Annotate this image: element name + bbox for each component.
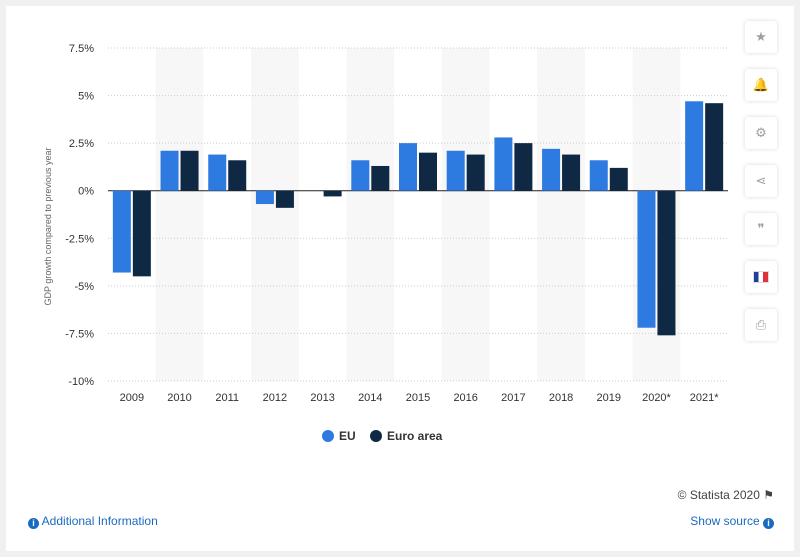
bar-eu[interactable] (112, 190, 131, 273)
category-band (441, 48, 490, 381)
bar-euro-area[interactable] (705, 103, 724, 191)
print-button[interactable]: ⎙ (745, 309, 777, 341)
x-tick-label: 2016 (453, 392, 477, 404)
bell-button[interactable]: 🔔 (745, 69, 777, 101)
share-icon: ⋖ (755, 173, 767, 188)
share-button[interactable]: ⋖ (745, 165, 777, 197)
bar-eu[interactable] (542, 148, 561, 191)
bar-euro-area[interactable] (371, 165, 390, 191)
flag-fr-icon (753, 271, 769, 283)
bar-euro-area[interactable] (466, 154, 485, 191)
x-tick-label: 2011 (215, 392, 239, 404)
legend: EU Euro area (322, 429, 443, 443)
star-icon: ★ (755, 29, 767, 44)
x-tick-label: 2014 (358, 392, 382, 404)
x-tick-label: 2010 (167, 392, 191, 404)
bar-eu[interactable] (589, 160, 608, 191)
legend-label[interactable]: EU (339, 429, 356, 443)
info-icon: i (28, 518, 39, 529)
y-axis-title: GDP growth compared to previous year (43, 148, 53, 306)
bar-euro-area[interactable] (132, 190, 151, 277)
x-tick-labels: 2009 2010 2011 2012 2013 2014 2015 2016 2017 2018… (120, 392, 720, 404)
gear-icon: ⚙ (755, 125, 767, 140)
category-band (251, 48, 299, 381)
bar-eu[interactable] (351, 160, 370, 191)
category-band (537, 48, 585, 381)
y-tick-label: -5% (74, 281, 94, 293)
legend-marker (370, 430, 382, 442)
flag-icon: ⚑ (763, 488, 774, 502)
y-tick-label: -7.5% (65, 328, 94, 340)
x-tick-label: 2012 (263, 392, 287, 404)
statista-credit[interactable]: © Statista 2020 ⚑ (678, 488, 774, 502)
category-band (346, 48, 395, 381)
x-tick-label: 2013 (310, 392, 334, 404)
bar-euro-area[interactable] (323, 190, 342, 197)
quote-icon: ❞ (757, 221, 765, 236)
bell-icon: 🔔 (752, 77, 770, 92)
y-tick-label: 2.5% (69, 138, 94, 150)
show-source-link[interactable]: Show source i (690, 514, 774, 529)
bar-euro-area[interactable] (228, 160, 247, 191)
show-source-label: Show source (690, 514, 760, 528)
bars (112, 101, 724, 336)
bar-euro-area[interactable] (275, 190, 294, 208)
x-tick-label: 2019 (597, 392, 621, 404)
y-tick-label: 5% (78, 91, 94, 103)
additional-information-link[interactable]: i Additional Information (28, 514, 158, 529)
bar-euro-area[interactable] (657, 190, 676, 336)
x-tick-label: 2021* (690, 392, 719, 404)
print-icon: ⎙ (755, 317, 767, 332)
bar-eu[interactable] (637, 190, 656, 328)
info-icon: i (763, 518, 774, 529)
flag-fr-button[interactable] (745, 261, 777, 293)
x-tick-label: 2017 (501, 392, 525, 404)
gear-button[interactable]: ⚙ (745, 117, 777, 149)
bar-euro-area[interactable] (562, 154, 581, 191)
bar-eu[interactable] (208, 154, 227, 191)
credit-text: © Statista 2020 (677, 488, 760, 502)
additional-information-label: Additional Information (41, 514, 158, 528)
bar-euro-area[interactable] (609, 167, 628, 191)
x-tick-label: 2018 (549, 392, 573, 404)
alternating-bands (155, 48, 681, 381)
y-tick-labels: 7.5% 5% 2.5% 0% -2.5% -5% -7.5% -10% (65, 43, 94, 388)
x-tick-label: 2020* (642, 392, 671, 404)
y-tick-label: -2.5% (65, 233, 94, 245)
legend-marker (322, 430, 334, 442)
bar-euro-area[interactable] (514, 143, 533, 191)
bar-eu[interactable] (255, 190, 274, 205)
bar-euro-area[interactable] (180, 150, 199, 191)
bar-eu[interactable] (160, 150, 179, 191)
bar-eu[interactable] (494, 137, 513, 191)
quote-button[interactable]: ❞ (745, 213, 777, 245)
y-tick-label: -10% (68, 376, 94, 388)
x-tick-label: 2015 (406, 392, 430, 404)
x-tick-label: 2009 (120, 392, 144, 404)
y-tick-label: 7.5% (69, 43, 94, 55)
bar-eu[interactable] (399, 143, 417, 191)
category-band (155, 48, 204, 381)
bar-eu[interactable] (446, 150, 465, 191)
y-tick-label: 0% (78, 186, 94, 198)
star-button[interactable]: ★ (745, 21, 777, 53)
bar-euro-area[interactable] (419, 152, 437, 191)
legend-label[interactable]: Euro area (387, 429, 443, 443)
bar-eu[interactable] (685, 101, 704, 191)
